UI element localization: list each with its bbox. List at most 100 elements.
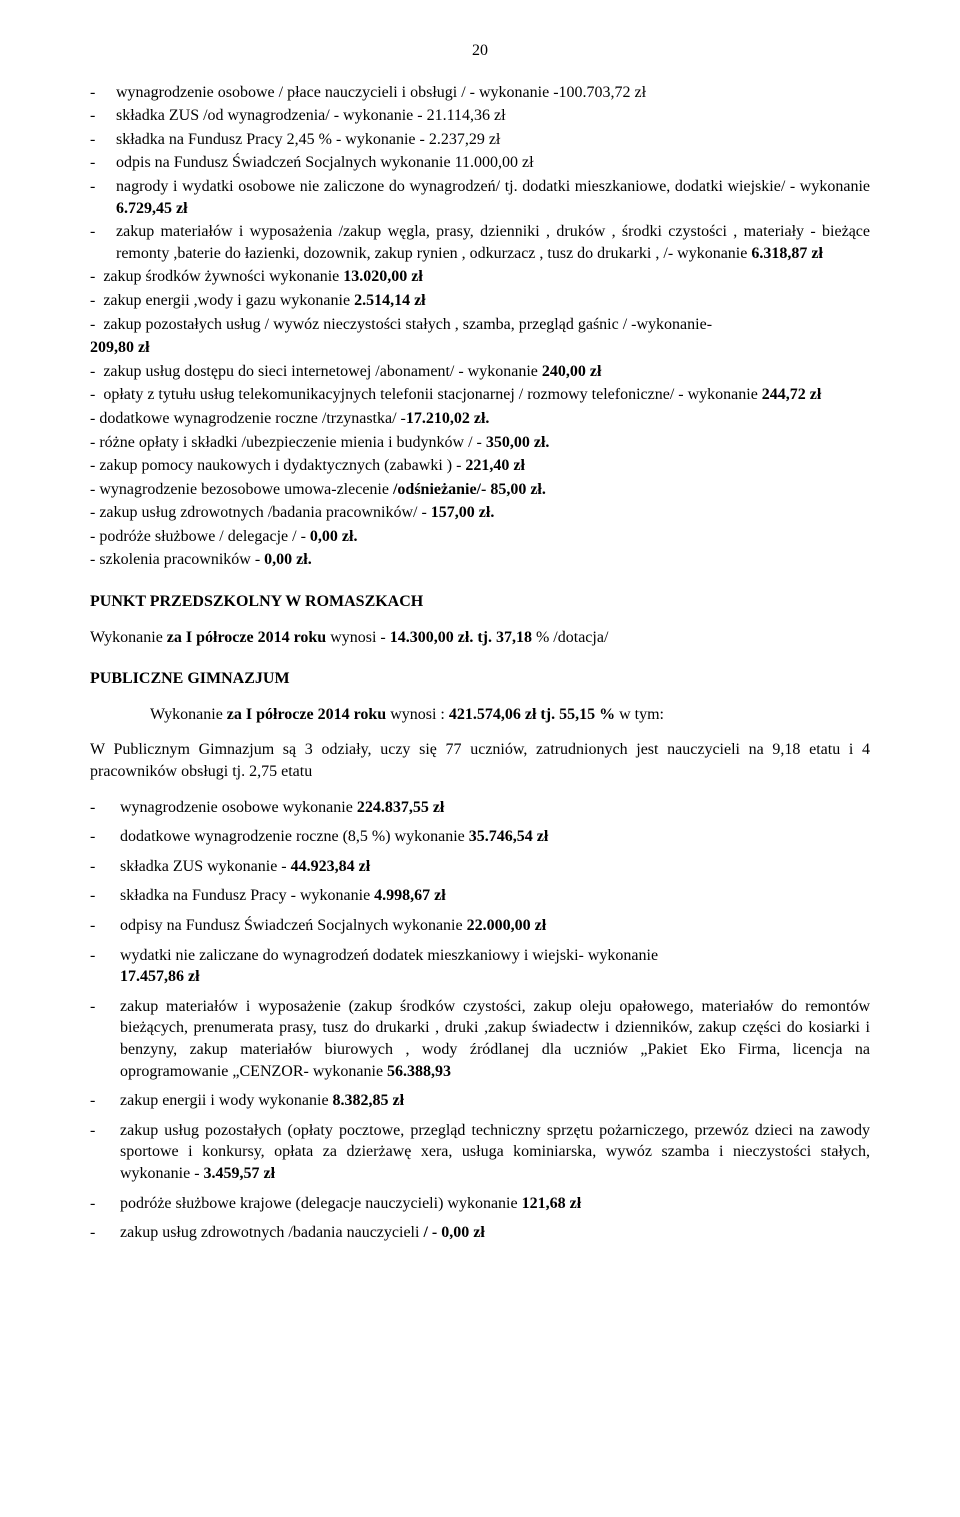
item-text: składka ZUS wykonanie - 44.923,84 zł (120, 856, 870, 878)
list-item: - szkolenia pracowników - 0,00 zł. (90, 549, 870, 571)
amount: 350,00 zł. (486, 434, 550, 451)
list-item: - różne opłaty i składki /ubezpieczenie … (90, 432, 870, 454)
text-run: odpisy na Fundusz Świadczeń Socjalnych w… (120, 917, 467, 934)
gymnasium-list: - wynagrodzenie osobowe wykonanie 224.83… (90, 797, 870, 1244)
list-item: - zakup energii i wody wykonanie 8.382,8… (90, 1090, 870, 1112)
list-item: - wynagrodzenie osobowe wykonanie 224.83… (90, 797, 870, 819)
amount: 8.382,85 zł (333, 1092, 405, 1109)
dash-icon: - (90, 105, 116, 127)
list-item: - składka ZUS wykonanie - 44.923,84 zł (90, 856, 870, 878)
amount: 121,68 zł (522, 1195, 582, 1212)
paragraph: W Publicznym Gimnazjum są 3 odziały, ucz… (90, 739, 870, 782)
amount: 0,00 zł. (310, 528, 358, 545)
text-run: Wykonanie (150, 706, 227, 723)
item-text: zakup usług pozostałych (opłaty pocztowe… (120, 1120, 870, 1185)
text-run: wynosi : (386, 706, 449, 723)
amount: 4.998,67 zł (374, 887, 446, 904)
text-run: zakup materiałów i wyposażenie (zakup śr… (120, 998, 870, 1080)
text-run: opłaty z tytułu usług telekomunikacyjnyc… (103, 386, 761, 403)
text-run: zakup energii ,wody i gazu wykonanie (103, 292, 354, 309)
amount: 13.020,00 zł (343, 268, 423, 285)
dash-icon: - (90, 1222, 120, 1244)
list-item: - zakup usług dostępu do sieci interneto… (90, 361, 870, 383)
amount: 17.210,02 zł. (406, 410, 490, 427)
dash-icon: - (90, 1193, 120, 1215)
text-run: podróże służbowe krajowe (delegacje nauc… (120, 1195, 522, 1212)
dash-icon: - (90, 826, 120, 848)
dash-icon: - (90, 856, 120, 878)
amount: 14.300,00 zł. tj. 37,18 (390, 629, 532, 646)
item-text: zakup energii i wody wykonanie 8.382,85 … (120, 1090, 870, 1112)
dash-icon: - (90, 915, 120, 937)
list-item: - dodatkowe wynagrodzenie roczne (8,5 %)… (90, 826, 870, 848)
text-run: zakup energii i wody wykonanie (120, 1092, 333, 1109)
section-heading: PUNKT PRZEDSZKOLNY W ROMASZKACH (90, 591, 870, 613)
text-run: - szkolenia pracowników - (90, 551, 264, 568)
item-text: składka na Fundusz Pracy - wykonanie 4.9… (120, 885, 870, 907)
dash-icon: - (90, 885, 120, 907)
list-item: - wynagrodzenie bezosobowe umowa-zleceni… (90, 479, 870, 501)
list-item: - zakup usług zdrowotnych /badania praco… (90, 502, 870, 524)
list-item: - zakup środków żywności wykonanie 13.02… (90, 266, 870, 288)
list-item: - dodatkowe wynagrodzenie roczne /trzyna… (90, 408, 870, 430)
item-text: zakup materiałów i wyposażenia /zakup wę… (116, 221, 870, 264)
amount: 6.729,45 zł (116, 200, 188, 217)
amount: 44.923,84 zł (291, 858, 371, 875)
top-list: - wynagrodzenie osobowe / płace nauczyci… (90, 82, 870, 265)
amount: 157,00 zł. (431, 504, 495, 521)
text-run: zakup usług dostępu do sieci internetowe… (103, 363, 542, 380)
amount: /odśnieżanie/- 85,00 zł. (393, 481, 546, 498)
text-run: zakup usług zdrowotnych /badania nauczyc… (120, 1224, 423, 1241)
amount: 244,72 zł (762, 386, 822, 403)
item-text: podróże służbowe krajowe (delegacje nauc… (120, 1193, 870, 1215)
paragraph: Wykonanie za I półrocze 2014 roku wynosi… (90, 704, 870, 726)
text-run: składka na Fundusz Pracy - wykonanie (120, 887, 374, 904)
amount: 35.746,54 zł (469, 828, 549, 845)
list-item: - nagrody i wydatki osobowe nie zaliczon… (90, 176, 870, 219)
item-text: składka ZUS /od wynagrodzenia/ - wykonan… (116, 105, 870, 127)
amount: 56.388,93 (387, 1063, 451, 1080)
list-item: - zakup materiałów i wyposażenia /zakup … (90, 221, 870, 264)
list-item: - odpisy na Fundusz Świadczeń Socjalnych… (90, 915, 870, 937)
item-text: odpis na Fundusz Świadczeń Socjalnych wy… (116, 152, 870, 174)
list-item: - opłaty z tytułu usług telekomunikacyjn… (90, 384, 870, 406)
section-heading: PUBLICZNE GIMNAZJUM (90, 668, 870, 690)
text-run: % /dotacja/ (532, 629, 608, 646)
list-item: - zakup materiałów i wyposażenie (zakup … (90, 996, 870, 1082)
amount-line: 209,80 zł (90, 337, 870, 359)
amount: 22.000,00 zł (467, 917, 547, 934)
amount: 17.457,86 zł (120, 968, 200, 985)
item-text: zakup usług zdrowotnych /badania nauczyc… (120, 1222, 870, 1244)
text-run: składka ZUS wykonanie - (120, 858, 291, 875)
dash-icon: - (90, 1120, 120, 1185)
list-item: - zakup usług pozostałych (opłaty poczto… (90, 1120, 870, 1185)
dash-icon: - (90, 176, 116, 219)
item-text: wynagrodzenie osobowe / płace nauczyciel… (116, 82, 870, 104)
text-run: - dodatkowe wynagrodzenie roczne /trzyna… (90, 410, 406, 427)
text-run: wydatki nie zaliczane do wynagrodzeń dod… (120, 947, 658, 964)
text-run: Wykonanie (90, 629, 167, 646)
list-item: - składka na Fundusz Pracy - wykonanie 4… (90, 885, 870, 907)
item-text: odpisy na Fundusz Świadczeń Socjalnych w… (120, 915, 870, 937)
list-item: - zakup pomocy naukowych i dydaktycznych… (90, 455, 870, 477)
list-item: - odpis na Fundusz Świadczeń Socjalnych … (90, 152, 870, 174)
amount: 221,40 zł (465, 457, 525, 474)
page: 20 - wynagrodzenie osobowe / płace naucz… (0, 0, 960, 1312)
amount: 6.318,87 zł (751, 245, 823, 262)
list-item: - wynagrodzenie osobowe / płace nauczyci… (90, 82, 870, 104)
item-text: nagrody i wydatki osobowe nie zaliczone … (116, 176, 870, 219)
amount: / - 0,00 zł (423, 1224, 484, 1241)
dash-icon: - (90, 82, 116, 104)
text-run: za I półrocze 2014 roku (227, 706, 386, 723)
dash-icon: - (90, 797, 120, 819)
amount: 3.459,57 zł (204, 1165, 276, 1182)
dash-icon: - (90, 152, 116, 174)
text-run: - podróże służbowe / delegacje / - (90, 528, 310, 545)
text-run: - zakup pomocy naukowych i dydaktycznych… (90, 457, 465, 474)
list-item: - zakup pozostałych usług / wywóz nieczy… (90, 314, 870, 336)
paragraph: Wykonanie za I półrocze 2014 roku wynosi… (90, 627, 870, 649)
dash-icon: - (90, 221, 116, 264)
dash-icon: - (90, 945, 120, 988)
text-run: zakup pozostałych usług / wywóz nieczyst… (103, 316, 712, 333)
amount: 209,80 zł (90, 339, 150, 356)
